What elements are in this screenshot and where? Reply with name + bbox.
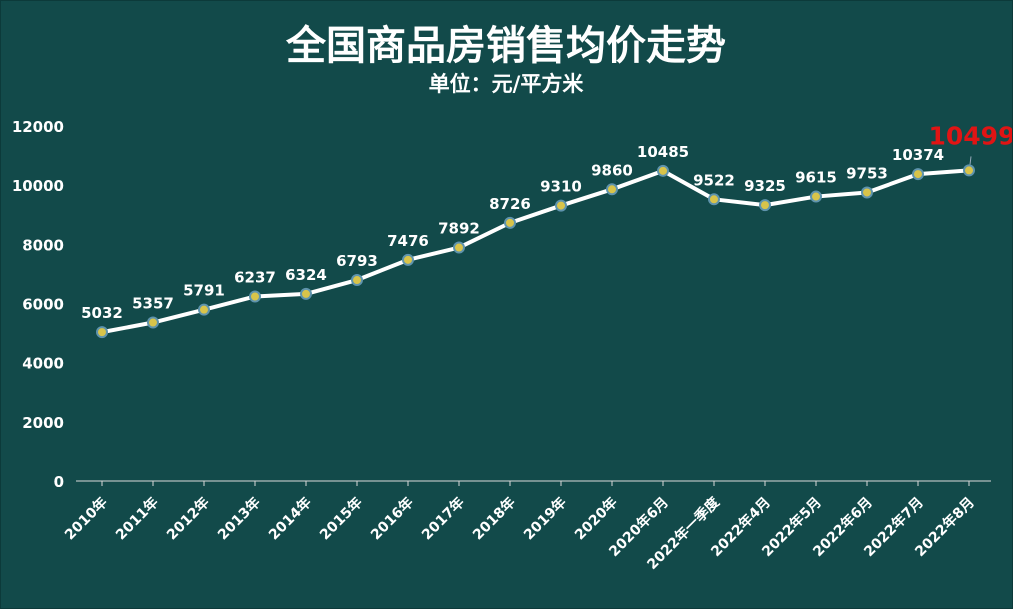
x-tick-label: 2013年: [214, 494, 263, 543]
x-tick-label: 2010年: [61, 494, 110, 543]
data-label: 7476: [387, 232, 429, 250]
data-point: [453, 241, 465, 254]
data-labels: 5032 5357 5791 6237 6324 6793 7476 7892 8726 9310…: [81, 121, 1012, 322]
data-point: [300, 287, 312, 300]
data-label: 10374: [892, 146, 944, 164]
data-label: 7892: [438, 220, 480, 238]
chart-subtitle: 单位：元/平方米: [429, 72, 585, 96]
leader-line: [969, 156, 972, 165]
data-label: 8726: [489, 195, 531, 213]
data-point: [912, 168, 924, 181]
data-label: 5791: [183, 282, 225, 300]
data-point: [249, 290, 261, 303]
data-point: [96, 326, 108, 339]
data-point: [810, 190, 822, 203]
data-point: [504, 216, 516, 229]
data-point: [759, 199, 771, 212]
chart-title: 全国商品房销售均价走势: [285, 23, 726, 69]
data-label: 9310: [540, 178, 582, 196]
x-tick-label: 2015年: [316, 494, 365, 543]
y-tick-label: 10000: [12, 177, 64, 195]
data-label: 9860: [591, 161, 633, 179]
data-label: 9325: [744, 177, 786, 195]
x-tick-label: 2018年: [469, 494, 518, 543]
y-tick-label: 0: [54, 473, 64, 491]
data-point: [402, 253, 414, 266]
x-tick-label: 2017年: [418, 494, 467, 543]
data-point: [555, 199, 567, 212]
data-point: [708, 193, 720, 206]
data-label: 6324: [285, 266, 327, 284]
highlight-data-label: 10499: [929, 121, 1012, 150]
data-label: 9615: [795, 169, 837, 187]
data-label: 5357: [132, 295, 174, 313]
data-point: [657, 164, 669, 177]
data-point: [198, 303, 210, 316]
x-tick-label: 2020年: [571, 494, 620, 543]
data-point: [147, 316, 159, 329]
y-tick-label: 8000: [22, 236, 64, 254]
y-tick-label: 2000: [22, 414, 64, 432]
y-tick-label: 6000: [22, 296, 64, 314]
x-tick-label: 2019年: [520, 494, 569, 543]
data-point: [606, 183, 618, 196]
data-label: 6237: [234, 268, 276, 286]
series-line: [96, 164, 975, 339]
x-tick-label: 2014年: [265, 494, 314, 543]
data-point: [963, 164, 975, 177]
data-point: [861, 186, 873, 199]
x-tick-label: 2011年: [112, 494, 161, 543]
data-label: 9753: [846, 164, 888, 182]
data-label: 6793: [336, 252, 378, 270]
x-tick-label: 2012年: [163, 494, 212, 543]
data-point: [351, 274, 363, 287]
data-label: 9522: [693, 171, 735, 189]
y-tick-label: 12000: [12, 118, 64, 136]
series-polyline: [100, 168, 971, 335]
data-label: 10485: [637, 143, 689, 161]
y-tick-label: 4000: [22, 355, 64, 373]
x-tick-label: 2016年: [367, 494, 416, 543]
data-label: 5032: [81, 304, 123, 322]
